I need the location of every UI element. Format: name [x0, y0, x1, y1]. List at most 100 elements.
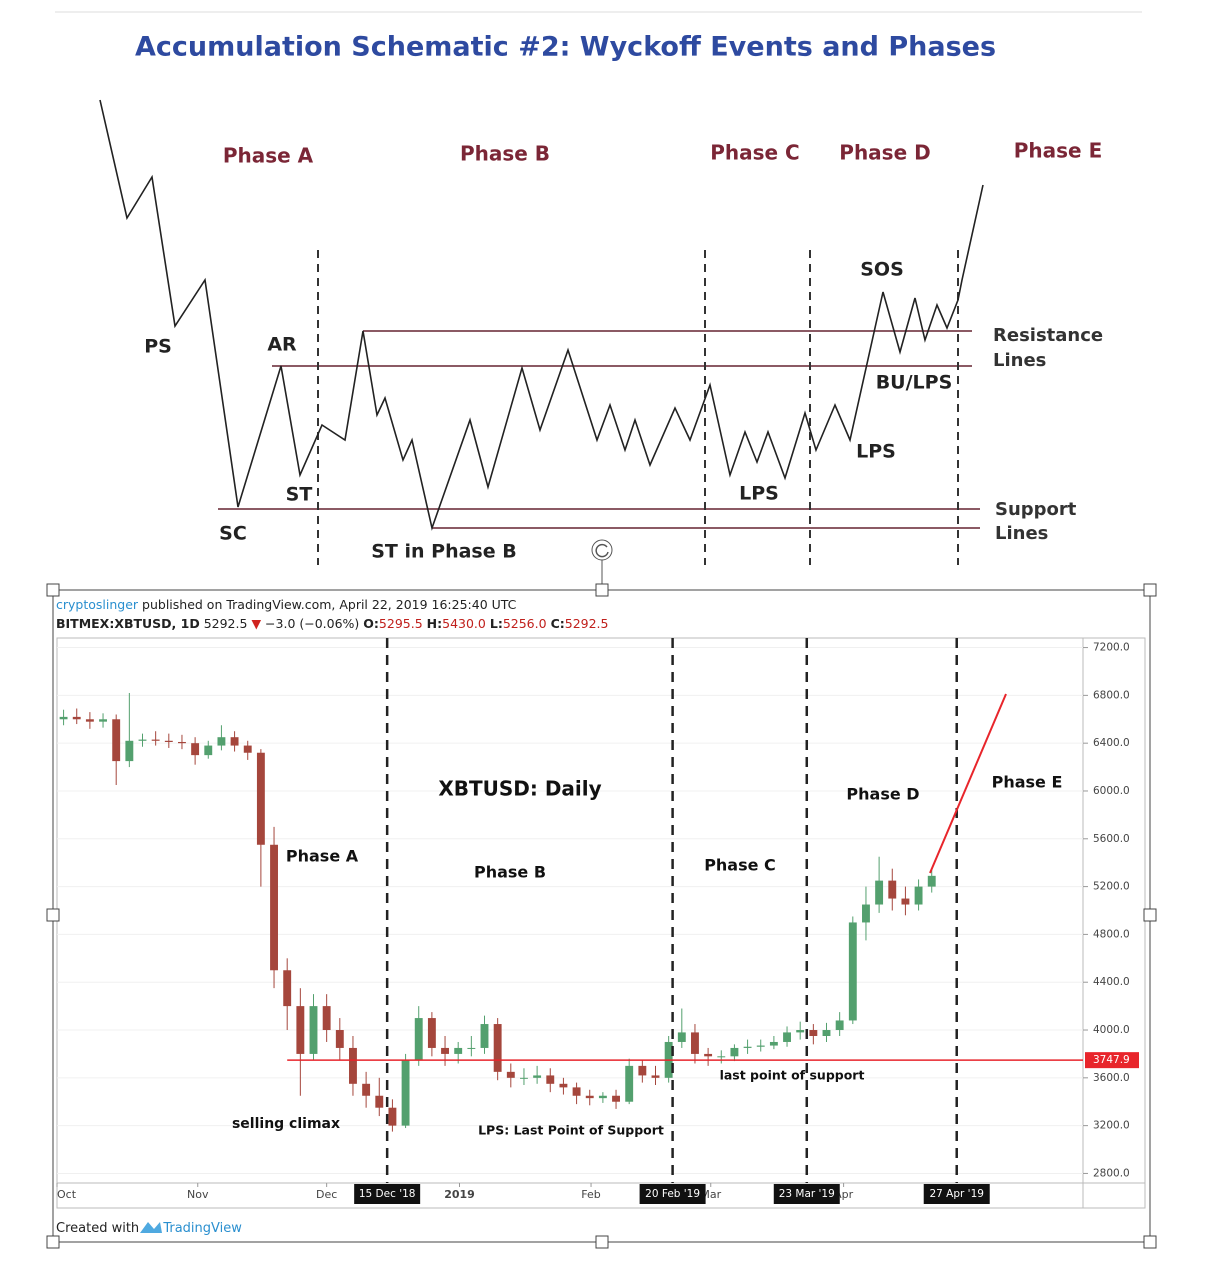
candle-body — [875, 880, 884, 905]
candle-body — [296, 1006, 305, 1054]
candle-body — [164, 740, 173, 742]
y-tick-label: 6000.0 — [1093, 785, 1130, 797]
x-tick-label: Feb — [581, 1188, 600, 1201]
x-tick-label: 2019 — [444, 1188, 475, 1201]
candle-body — [559, 1083, 568, 1088]
ohlc-value: 5256.0 — [503, 616, 547, 631]
candle-body — [677, 1032, 686, 1042]
candle-body — [256, 752, 265, 845]
candle-body — [125, 740, 134, 762]
ohlc-value: 5430.0 — [442, 616, 486, 631]
rotate-handle[interactable] — [591, 539, 613, 590]
annotation: LPS: Last Point of Support — [478, 1123, 664, 1138]
y-tick-label: 3600.0 — [1093, 1072, 1130, 1084]
candle-body — [888, 880, 897, 899]
brand-logo — [140, 1222, 162, 1233]
ohlc-label: H: — [427, 616, 442, 631]
date-marker-box — [923, 1184, 990, 1204]
candle-body — [349, 1047, 357, 1084]
candle-body — [520, 1077, 528, 1079]
candle-body — [283, 970, 292, 1007]
date-marker-label: 15 Dec '18 — [359, 1188, 416, 1200]
candle-body — [835, 1020, 844, 1031]
footer-brand[interactable]: TradingView — [162, 1221, 242, 1236]
date-marker-box — [354, 1184, 421, 1204]
annotation: Phase D — [846, 785, 919, 804]
candle-body — [480, 1024, 489, 1048]
candle-body — [441, 1047, 449, 1054]
candle-body — [848, 922, 857, 1021]
candle-body — [270, 844, 278, 971]
price-path — [99, 99, 984, 531]
footer: Created with TradingView — [56, 1221, 242, 1236]
candle-body — [927, 875, 936, 887]
candle-body — [243, 745, 252, 753]
annotation: Phase B — [474, 863, 546, 882]
candle-body — [704, 1053, 713, 1057]
publisher[interactable]: cryptoslinger — [56, 597, 139, 612]
phase-label: Phase B — [460, 142, 550, 166]
y-tick-label: 5200.0 — [1093, 881, 1130, 893]
date-marker-label: 20 Feb '19 — [645, 1188, 700, 1200]
candle-body — [612, 1095, 620, 1102]
date-marker-label: 27 Apr '19 — [929, 1188, 983, 1200]
event-label: ST in Phase B — [371, 541, 516, 563]
candle-body — [809, 1030, 818, 1036]
footer-prefix: Created with — [56, 1221, 139, 1236]
candle-body — [59, 716, 68, 720]
y-tick-label: 2800.0 — [1093, 1167, 1130, 1179]
event-label: ST — [286, 484, 313, 506]
chart-frame — [56, 637, 1146, 1209]
x-tick-label: Mar — [700, 1188, 721, 1201]
candle-body — [322, 1006, 331, 1031]
candle-body — [309, 1006, 318, 1054]
symbol: BITMEX:XBTUSD, 1D — [56, 616, 200, 631]
symbol-line: BITMEX:XBTUSD, 1D 5292.5 ▼ −3.0 (−0.06%)… — [56, 616, 609, 631]
candle-body — [362, 1083, 371, 1096]
line-label: Lines — [993, 350, 1046, 371]
candle-body — [375, 1095, 384, 1108]
phase-label: Phase A — [223, 144, 314, 168]
annotation: last point of support — [720, 1068, 865, 1083]
candle-body — [822, 1030, 831, 1036]
candle-body — [769, 1041, 778, 1046]
price-label-box — [1085, 1052, 1139, 1069]
candle-body — [99, 719, 107, 722]
candle-body — [217, 737, 226, 746]
y-tick-label: 6800.0 — [1093, 689, 1130, 701]
change: −3.0 (−0.06%) — [265, 616, 359, 631]
candle-body — [598, 1095, 607, 1099]
breakout-arrow — [929, 693, 1007, 874]
candle-body — [572, 1087, 581, 1096]
y-tick-label: 4000.0 — [1093, 1024, 1130, 1036]
candle-body — [414, 1018, 423, 1060]
candle-body — [783, 1032, 791, 1042]
date-marker-box — [773, 1184, 840, 1204]
x-tick-label: Dec — [316, 1188, 337, 1201]
candle-body — [585, 1095, 594, 1099]
ohlc-label: L: — [490, 616, 503, 631]
candle-body — [533, 1075, 542, 1078]
candle-body — [651, 1075, 660, 1078]
event-label: SOS — [860, 259, 904, 281]
candle-body — [691, 1032, 699, 1054]
phase-label: Phase E — [1014, 139, 1103, 163]
line-label: Resistance — [993, 325, 1103, 346]
candle-body — [862, 904, 870, 923]
event-label: SC — [219, 523, 247, 545]
candle-body — [85, 719, 94, 722]
candle-body — [717, 1056, 726, 1058]
candle-body — [112, 719, 121, 762]
candle-body — [638, 1065, 647, 1076]
plot: 2800.0 3200.0 3600.0 4000.0 4400.0 4800.0 5200… — [56, 638, 1139, 1204]
event-label: PS — [144, 336, 172, 358]
phase-label: Phase C — [710, 141, 800, 165]
candle-body — [178, 741, 186, 744]
event-label: LPS — [739, 483, 779, 505]
resize-handles[interactable] — [46, 583, 1157, 1249]
schematic-title: Accumulation Schematic #2: Wyckoff Event… — [135, 32, 996, 63]
header-line: cryptoslinger published on TradingView.c… — [56, 597, 517, 612]
candle-body — [625, 1065, 634, 1102]
ohlc-label: O: — [363, 616, 379, 631]
